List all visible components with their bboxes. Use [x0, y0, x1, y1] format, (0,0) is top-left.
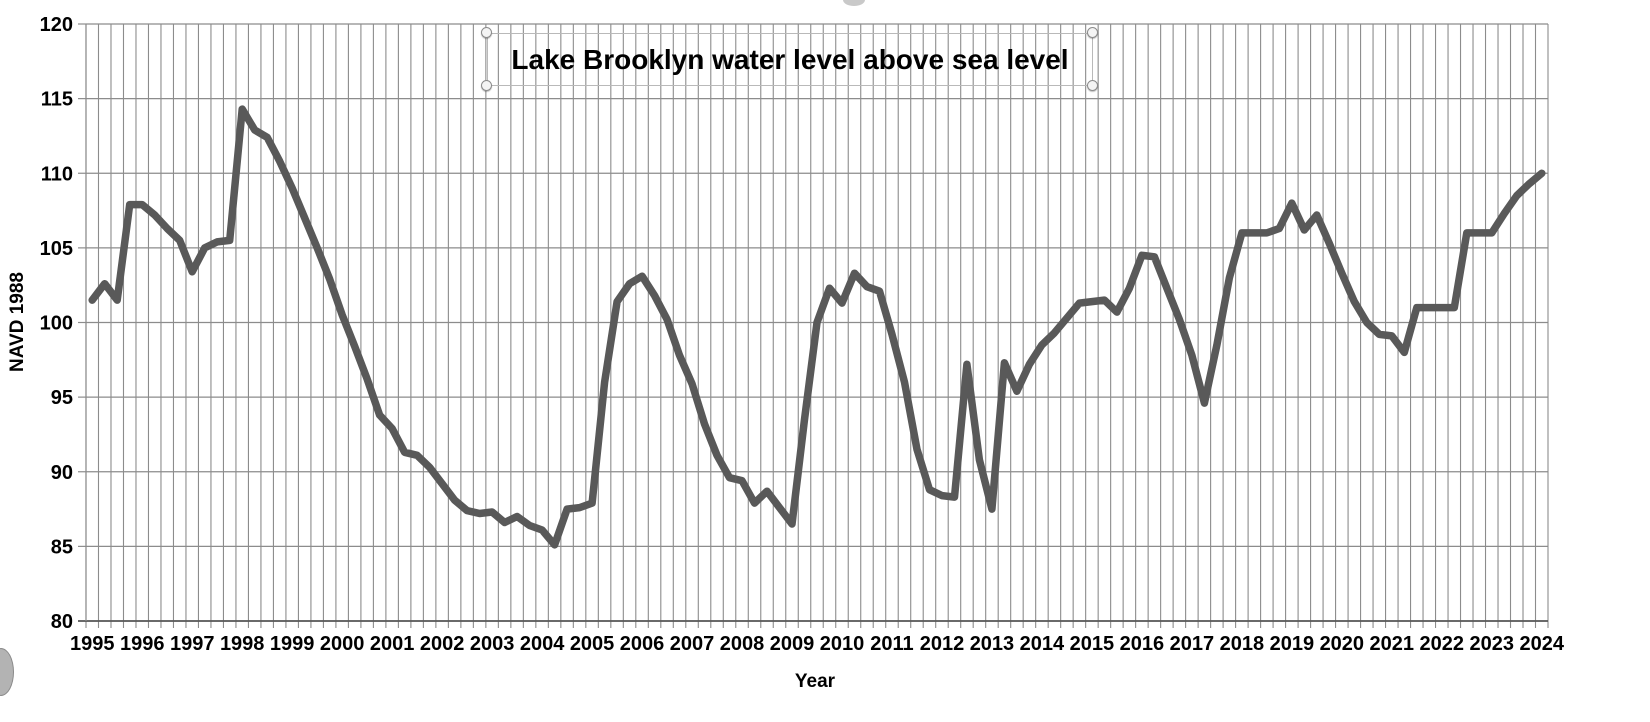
y-axis-title: NAVD 1988: [7, 272, 28, 372]
y-tick-label: 120: [40, 14, 73, 36]
y-tick-label: 100: [40, 313, 73, 335]
selection-handle-bottom-left[interactable]: [481, 80, 492, 91]
selection-handle-top-left[interactable]: [481, 27, 492, 38]
screen-top-artifact: [843, 0, 865, 6]
y-tick-label: 105: [40, 238, 73, 260]
x-tick-label: 2006: [620, 633, 665, 655]
x-tick-label: 2024: [1520, 633, 1565, 655]
selection-handle-bottom-right[interactable]: [1087, 80, 1098, 91]
x-tick-label: 1997: [170, 633, 215, 655]
x-tick-label: 2020: [1320, 633, 1365, 655]
x-tick-label: 2009: [770, 633, 815, 655]
y-tick-label: 90: [51, 462, 73, 484]
x-tick-label: 2003: [470, 633, 515, 655]
x-tick-label: 2018: [1220, 633, 1265, 655]
x-tick-label: 2022: [1420, 633, 1465, 655]
x-tick-label: 2011: [870, 633, 913, 655]
x-tick-label: 2000: [320, 633, 365, 655]
x-tick-label: 2016: [1120, 633, 1165, 655]
y-tick-label: 85: [51, 536, 73, 558]
chart-title: Lake Brooklyn water level above sea leve…: [511, 43, 1069, 75]
x-tick-label: 2017: [1170, 633, 1215, 655]
x-tick-label: 2008: [720, 633, 765, 655]
x-tick-label: 2010: [820, 633, 865, 655]
x-tick-label: 2019: [1270, 633, 1315, 655]
x-tick-label: 1999: [270, 633, 315, 655]
y-tick-label: 95: [51, 387, 73, 409]
x-tick-label: 2004: [520, 633, 565, 655]
chart-title-box[interactable]: Lake Brooklyn water level above sea leve…: [487, 33, 1093, 86]
y-tick-label: 80: [51, 611, 73, 633]
x-axis-title: Year: [794, 671, 836, 692]
x-tick-label: 2012: [920, 633, 965, 655]
x-tick-label: 2023: [1470, 633, 1515, 655]
x-tick-label: 2002: [420, 633, 465, 655]
x-tick-label: 2007: [670, 633, 715, 655]
x-tick-label: 1995: [70, 633, 115, 655]
x-tick-label: 2013: [970, 633, 1015, 655]
x-tick-label: 2021: [1370, 633, 1415, 655]
x-tick-label: 2014: [1020, 633, 1065, 655]
x-tick-label: 1996: [120, 633, 165, 655]
x-tick-label: 1998: [220, 633, 265, 655]
x-tick-label: 2015: [1070, 633, 1115, 655]
y-tick-label: 110: [41, 163, 73, 185]
x-tick-label: 2005: [570, 633, 615, 655]
y-tick-label: 115: [41, 89, 73, 111]
x-tick-label: 2001: [370, 633, 415, 655]
selection-handle-top-right[interactable]: [1087, 27, 1098, 38]
water-level-series-line: [88, 105, 1546, 549]
